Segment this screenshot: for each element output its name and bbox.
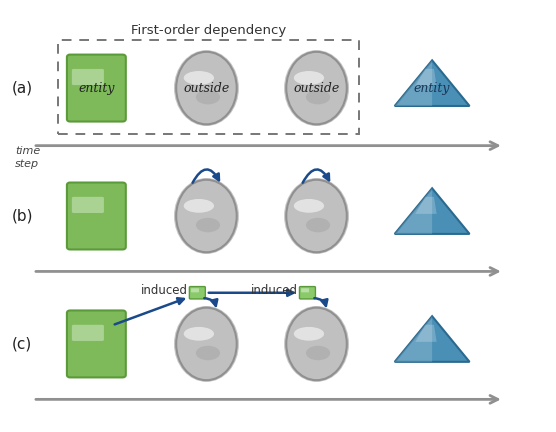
Text: time
step: time step xyxy=(15,146,40,169)
Ellipse shape xyxy=(196,90,220,105)
Ellipse shape xyxy=(286,180,347,252)
FancyArrowPatch shape xyxy=(115,298,184,324)
Ellipse shape xyxy=(286,308,347,380)
Text: induced: induced xyxy=(141,284,188,297)
Polygon shape xyxy=(395,188,432,234)
Ellipse shape xyxy=(196,346,220,360)
Ellipse shape xyxy=(284,50,349,126)
Ellipse shape xyxy=(284,178,349,254)
Ellipse shape xyxy=(294,327,324,341)
Ellipse shape xyxy=(284,306,349,382)
Ellipse shape xyxy=(174,178,239,254)
Polygon shape xyxy=(415,197,436,214)
Ellipse shape xyxy=(196,218,220,232)
FancyArrowPatch shape xyxy=(314,298,327,306)
Polygon shape xyxy=(395,316,470,362)
Ellipse shape xyxy=(183,327,214,341)
Polygon shape xyxy=(395,60,470,106)
Bar xyxy=(58,40,359,133)
FancyBboxPatch shape xyxy=(300,286,315,299)
Ellipse shape xyxy=(286,52,347,124)
Ellipse shape xyxy=(306,218,330,232)
FancyBboxPatch shape xyxy=(72,197,104,213)
FancyBboxPatch shape xyxy=(67,54,126,121)
FancyBboxPatch shape xyxy=(72,69,104,85)
Polygon shape xyxy=(415,325,436,342)
FancyArrowPatch shape xyxy=(302,169,329,183)
Polygon shape xyxy=(395,60,432,106)
Ellipse shape xyxy=(294,199,324,213)
Ellipse shape xyxy=(176,308,237,380)
Text: outside: outside xyxy=(183,82,230,95)
FancyBboxPatch shape xyxy=(301,288,309,292)
FancyArrowPatch shape xyxy=(204,298,217,306)
FancyBboxPatch shape xyxy=(190,286,205,299)
Text: First-order dependency: First-order dependency xyxy=(131,24,286,37)
FancyBboxPatch shape xyxy=(72,325,104,341)
FancyArrowPatch shape xyxy=(208,290,294,296)
FancyBboxPatch shape xyxy=(67,311,126,378)
FancyArrowPatch shape xyxy=(192,169,219,183)
Polygon shape xyxy=(395,316,432,362)
Text: (a): (a) xyxy=(12,80,33,95)
Ellipse shape xyxy=(176,52,237,124)
Ellipse shape xyxy=(306,90,330,105)
Ellipse shape xyxy=(174,50,239,126)
Ellipse shape xyxy=(174,306,239,382)
Text: (c): (c) xyxy=(12,337,32,352)
Text: (b): (b) xyxy=(11,209,33,223)
Ellipse shape xyxy=(306,346,330,360)
Ellipse shape xyxy=(176,180,237,252)
Text: entity: entity xyxy=(78,82,115,95)
FancyBboxPatch shape xyxy=(191,288,199,292)
Polygon shape xyxy=(415,69,436,86)
Text: induced: induced xyxy=(251,284,298,297)
Ellipse shape xyxy=(183,199,214,213)
Text: outside: outside xyxy=(294,82,340,95)
FancyBboxPatch shape xyxy=(67,183,126,249)
Ellipse shape xyxy=(183,71,214,85)
Ellipse shape xyxy=(294,71,324,85)
Polygon shape xyxy=(395,188,470,234)
Text: entity: entity xyxy=(414,82,450,95)
